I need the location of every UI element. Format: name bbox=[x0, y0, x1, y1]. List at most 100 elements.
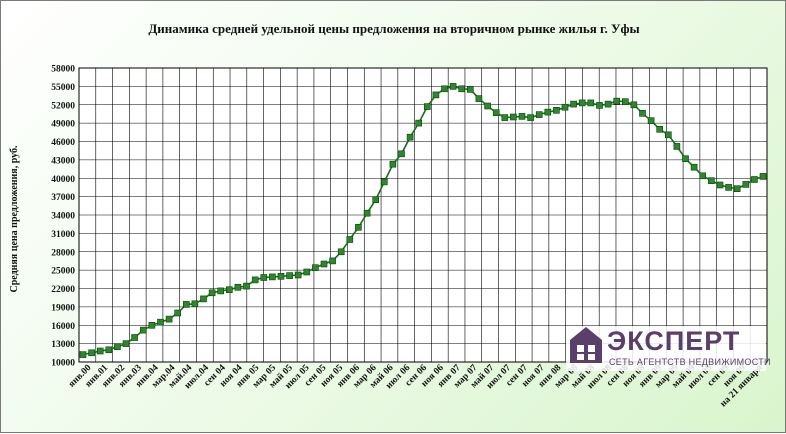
data-point bbox=[226, 286, 233, 294]
data-point bbox=[88, 349, 95, 357]
y-tick-label: 43000 bbox=[51, 156, 75, 166]
data-point bbox=[191, 300, 199, 308]
data-point bbox=[243, 282, 250, 290]
data-point bbox=[535, 111, 543, 118]
data-point bbox=[148, 321, 156, 329]
data-point bbox=[441, 85, 448, 93]
data-point bbox=[423, 103, 431, 110]
y-tick-label: 13000 bbox=[51, 340, 75, 350]
y-tick-label: 34000 bbox=[51, 212, 75, 222]
logo-wordmark: ЭКСПЕРТ bbox=[607, 326, 740, 356]
data-point bbox=[751, 176, 758, 183]
data-point bbox=[140, 326, 147, 334]
data-point bbox=[759, 173, 767, 180]
data-point bbox=[251, 276, 259, 284]
data-point bbox=[380, 178, 388, 186]
data-point bbox=[398, 150, 405, 158]
y-tick-label: 28000 bbox=[51, 248, 75, 258]
data-point bbox=[716, 181, 724, 189]
data-point bbox=[518, 113, 526, 120]
data-point bbox=[604, 100, 612, 108]
data-point bbox=[114, 343, 121, 351]
data-point bbox=[682, 155, 689, 162]
data-point bbox=[527, 114, 534, 121]
data-point bbox=[131, 334, 138, 341]
data-point bbox=[673, 143, 681, 150]
y-tick-label: 58000 bbox=[51, 65, 75, 75]
data-point bbox=[286, 272, 293, 279]
data-point bbox=[561, 103, 569, 111]
data-point bbox=[217, 287, 224, 295]
data-point bbox=[346, 236, 354, 243]
data-point bbox=[742, 181, 750, 188]
house-icon bbox=[570, 327, 602, 363]
data-point bbox=[303, 268, 311, 276]
y-tick-label: 55000 bbox=[51, 83, 75, 93]
data-point bbox=[647, 117, 655, 124]
y-tick-label: 49000 bbox=[51, 120, 75, 130]
data-point bbox=[234, 283, 242, 291]
grid-lines bbox=[78, 67, 768, 363]
data-point bbox=[105, 346, 113, 354]
data-point bbox=[208, 289, 216, 297]
y-tick-label: 16000 bbox=[51, 322, 75, 332]
plot-border bbox=[78, 67, 768, 363]
y-tick-label: 25000 bbox=[51, 267, 75, 277]
data-point bbox=[570, 100, 577, 108]
data-point bbox=[320, 260, 328, 268]
data-point bbox=[484, 102, 491, 110]
data-point bbox=[183, 301, 190, 308]
y-axis-label: Средняя цена предложения, руб. bbox=[9, 145, 20, 293]
data-point bbox=[165, 315, 173, 323]
data-point bbox=[699, 172, 707, 180]
y-tick-label: 40000 bbox=[51, 175, 75, 185]
y-tick-label: 52000 bbox=[51, 101, 75, 111]
data-point bbox=[449, 83, 457, 90]
data-point bbox=[312, 264, 319, 272]
y-tick-label: 37000 bbox=[51, 193, 75, 203]
data-point bbox=[174, 309, 181, 317]
y-tick-label: 46000 bbox=[51, 138, 75, 148]
data-point bbox=[733, 185, 741, 192]
data-point bbox=[475, 95, 483, 102]
data-point bbox=[587, 99, 595, 107]
data-point bbox=[269, 273, 276, 281]
data-point bbox=[664, 131, 672, 139]
data-point bbox=[553, 107, 560, 114]
data-point bbox=[578, 99, 586, 107]
data-point bbox=[200, 295, 207, 303]
data-point bbox=[355, 224, 362, 231]
data-point bbox=[458, 85, 466, 93]
data-point bbox=[122, 340, 130, 347]
data-point bbox=[596, 102, 603, 109]
y-tick-label: 31000 bbox=[51, 230, 75, 240]
data-point bbox=[492, 109, 500, 116]
data-point bbox=[363, 209, 371, 217]
data-point bbox=[621, 98, 629, 105]
data-point bbox=[96, 347, 104, 355]
logo-tagline: СЕТЬ АГЕНТСТВ НЕДВИЖИМОСТИ bbox=[609, 357, 771, 367]
data-point bbox=[157, 318, 164, 326]
data-point bbox=[466, 86, 474, 93]
y-tick-label: 10000 bbox=[51, 359, 75, 369]
data-point bbox=[708, 177, 715, 184]
data-point bbox=[406, 133, 414, 141]
data-point bbox=[337, 248, 345, 256]
data-point bbox=[639, 110, 646, 117]
data-point bbox=[613, 97, 621, 105]
price-series bbox=[79, 83, 767, 358]
data-point bbox=[544, 108, 552, 116]
y-tick-label: 22000 bbox=[51, 285, 75, 295]
data-point bbox=[294, 271, 302, 279]
data-point bbox=[415, 119, 423, 127]
data-point bbox=[432, 91, 440, 99]
data-point bbox=[690, 163, 698, 171]
data-point bbox=[79, 351, 87, 358]
data-point bbox=[389, 160, 397, 168]
chart-title: Динамика средней удельной цены предложен… bbox=[148, 21, 639, 36]
expert-logo: ЭКСПЕРТ СЕТЬ АГЕНТСТВ НЕДВИЖИМОСТИ bbox=[566, 326, 771, 371]
data-point bbox=[329, 257, 336, 265]
data-point bbox=[501, 114, 509, 121]
